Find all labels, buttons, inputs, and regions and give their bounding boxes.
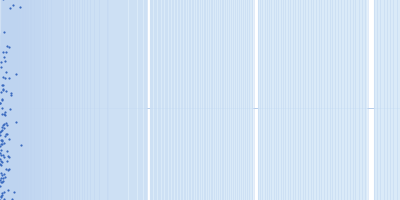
Point [6, 45, 12, 49]
Point [0, 179, 6, 182]
Point [4, 160, 10, 163]
Point [2, 51, 9, 54]
Point [1, 141, 7, 144]
Point [6, 77, 12, 80]
Point [0, 174, 5, 177]
Point [9, 198, 15, 200]
Point [0, 176, 4, 179]
Point [0, 90, 5, 93]
Point [0, 0, 6, 1]
Point [3, 167, 9, 170]
Point [0, 89, 6, 92]
Point [0, 164, 4, 167]
Point [0, 193, 5, 196]
Point [0, 191, 7, 194]
Point [0, 139, 4, 142]
Point [6, 168, 12, 171]
Point [0, 171, 4, 175]
Point [6, 156, 13, 159]
Point [0, 178, 4, 181]
Point [0, 149, 4, 152]
Point [2, 135, 9, 138]
Point [4, 124, 10, 127]
Point [4, 150, 10, 153]
Point [2, 60, 8, 63]
Point [0, 198, 7, 200]
Point [0, 129, 4, 132]
Point [1, 127, 8, 130]
Point [0, 138, 5, 142]
Point [0, 83, 6, 86]
Point [0, 60, 4, 64]
Point [0, 152, 4, 155]
Point [2, 110, 8, 113]
Point [11, 190, 17, 194]
Point [17, 143, 24, 146]
Point [0, 106, 6, 109]
Point [0, 199, 4, 200]
Point [0, 177, 6, 180]
Point [0, 154, 7, 157]
Point [3, 71, 10, 74]
Point [8, 91, 14, 94]
Point [4, 132, 10, 135]
Point [0, 160, 4, 163]
Point [0, 142, 5, 145]
Point [2, 132, 9, 136]
Point [0, 112, 6, 116]
Point [0, 102, 4, 105]
Point [3, 122, 9, 125]
Point [6, 138, 12, 141]
Point [12, 72, 19, 75]
Point [2, 113, 8, 116]
Point [0, 153, 4, 156]
Point [0, 196, 4, 199]
Point [0, 145, 3, 148]
Point [0, 87, 6, 91]
Point [0, 157, 3, 160]
Point [0, 180, 4, 183]
Point [0, 184, 3, 187]
Point [2, 176, 8, 179]
Point [0, 76, 6, 79]
Point [0, 139, 5, 142]
Point [0, 142, 4, 145]
Point [7, 108, 14, 111]
Point [13, 121, 19, 124]
Point [4, 154, 11, 157]
Point [2, 76, 8, 79]
Point [0, 65, 4, 68]
Point [0, 180, 5, 183]
Point [0, 124, 6, 127]
Point [0, 99, 5, 102]
Point [10, 4, 16, 7]
Point [0, 195, 4, 198]
Point [8, 93, 14, 96]
Point [0, 125, 5, 128]
Point [0, 163, 4, 166]
Point [7, 6, 14, 10]
Point [0, 102, 4, 105]
Point [0, 160, 5, 163]
Point [0, 131, 3, 134]
Point [17, 6, 24, 9]
Point [1, 173, 7, 176]
Point [0, 83, 5, 87]
Point [0, 123, 7, 126]
Point [0, 50, 6, 54]
Point [0, 192, 5, 195]
Point [1, 31, 7, 34]
Point [0, 134, 4, 137]
Point [0, 97, 5, 100]
Point [3, 90, 10, 93]
Point [0, 113, 7, 116]
Point [4, 188, 11, 192]
Point [5, 168, 12, 171]
Point [4, 44, 10, 47]
Point [1, 55, 8, 58]
Point [0, 128, 5, 132]
Point [1, 156, 8, 159]
